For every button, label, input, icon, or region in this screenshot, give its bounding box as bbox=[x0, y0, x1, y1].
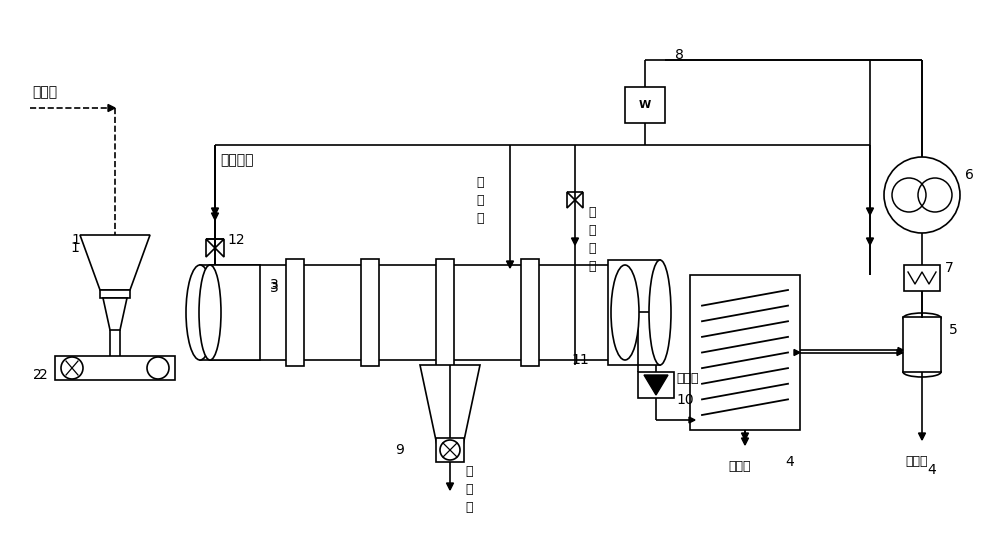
Text: 载
湿
气: 载 湿 气 bbox=[476, 176, 484, 225]
Text: 2: 2 bbox=[33, 368, 42, 382]
Text: 2: 2 bbox=[39, 368, 48, 382]
Bar bbox=[100, 290, 130, 298]
Text: 湿物料: 湿物料 bbox=[32, 85, 57, 99]
Polygon shape bbox=[206, 239, 215, 257]
Ellipse shape bbox=[649, 260, 671, 365]
Text: 12: 12 bbox=[227, 233, 245, 247]
Polygon shape bbox=[918, 433, 926, 440]
Text: 冷凝水: 冷凝水 bbox=[676, 371, 698, 385]
Bar bbox=[286, 259, 304, 366]
Polygon shape bbox=[644, 375, 668, 395]
Text: 4: 4 bbox=[785, 455, 794, 469]
Text: 1: 1 bbox=[71, 233, 80, 247]
Text: 7: 7 bbox=[945, 261, 954, 275]
Polygon shape bbox=[108, 104, 115, 112]
Text: 冷凝水: 冷凝水 bbox=[729, 460, 751, 473]
Text: W: W bbox=[639, 100, 651, 110]
Bar bbox=[608, 260, 660, 365]
Text: 3: 3 bbox=[270, 278, 279, 292]
Polygon shape bbox=[215, 239, 224, 257]
Polygon shape bbox=[866, 238, 874, 245]
Text: 1: 1 bbox=[71, 241, 79, 255]
Polygon shape bbox=[212, 208, 218, 215]
Text: 4: 4 bbox=[927, 463, 936, 477]
Polygon shape bbox=[80, 235, 150, 290]
Ellipse shape bbox=[199, 265, 221, 360]
Text: 8: 8 bbox=[675, 48, 684, 62]
Bar bbox=[690, 275, 800, 430]
Bar bbox=[55, 356, 175, 380]
Polygon shape bbox=[420, 365, 480, 450]
Ellipse shape bbox=[903, 367, 941, 377]
Bar bbox=[625, 87, 665, 123]
Polygon shape bbox=[572, 238, 578, 245]
Text: 二次蒸汽: 二次蒸汽 bbox=[220, 153, 254, 167]
Text: 5: 5 bbox=[949, 323, 958, 337]
Polygon shape bbox=[794, 349, 800, 355]
Polygon shape bbox=[742, 433, 748, 440]
Polygon shape bbox=[575, 192, 583, 208]
Polygon shape bbox=[212, 213, 218, 220]
Bar bbox=[638, 372, 674, 398]
Polygon shape bbox=[446, 483, 454, 490]
Text: 10: 10 bbox=[676, 393, 694, 407]
Text: 11: 11 bbox=[571, 353, 589, 367]
Bar bbox=[903, 317, 941, 372]
Polygon shape bbox=[866, 208, 874, 215]
Bar bbox=[436, 438, 464, 462]
Polygon shape bbox=[898, 348, 903, 353]
Bar bbox=[200, 265, 625, 360]
Polygon shape bbox=[742, 438, 748, 445]
Text: 冷凝水: 冷凝水 bbox=[906, 455, 928, 468]
Polygon shape bbox=[507, 261, 514, 268]
Text: 3: 3 bbox=[270, 281, 279, 295]
Bar bbox=[210, 265, 260, 360]
Text: 干
物
料: 干 物 料 bbox=[465, 465, 473, 514]
Ellipse shape bbox=[186, 265, 214, 360]
Polygon shape bbox=[567, 192, 575, 208]
Text: 饱
和
蒸
汽: 饱 和 蒸 汽 bbox=[588, 206, 596, 273]
Bar bbox=[436, 259, 454, 366]
Polygon shape bbox=[689, 417, 695, 423]
Bar bbox=[904, 265, 940, 291]
Bar bbox=[361, 259, 379, 366]
Text: 9: 9 bbox=[396, 443, 404, 457]
Ellipse shape bbox=[611, 265, 639, 360]
Bar bbox=[521, 259, 539, 366]
Ellipse shape bbox=[903, 313, 941, 323]
Polygon shape bbox=[103, 298, 127, 330]
Text: 6: 6 bbox=[965, 168, 974, 182]
Polygon shape bbox=[897, 349, 903, 355]
